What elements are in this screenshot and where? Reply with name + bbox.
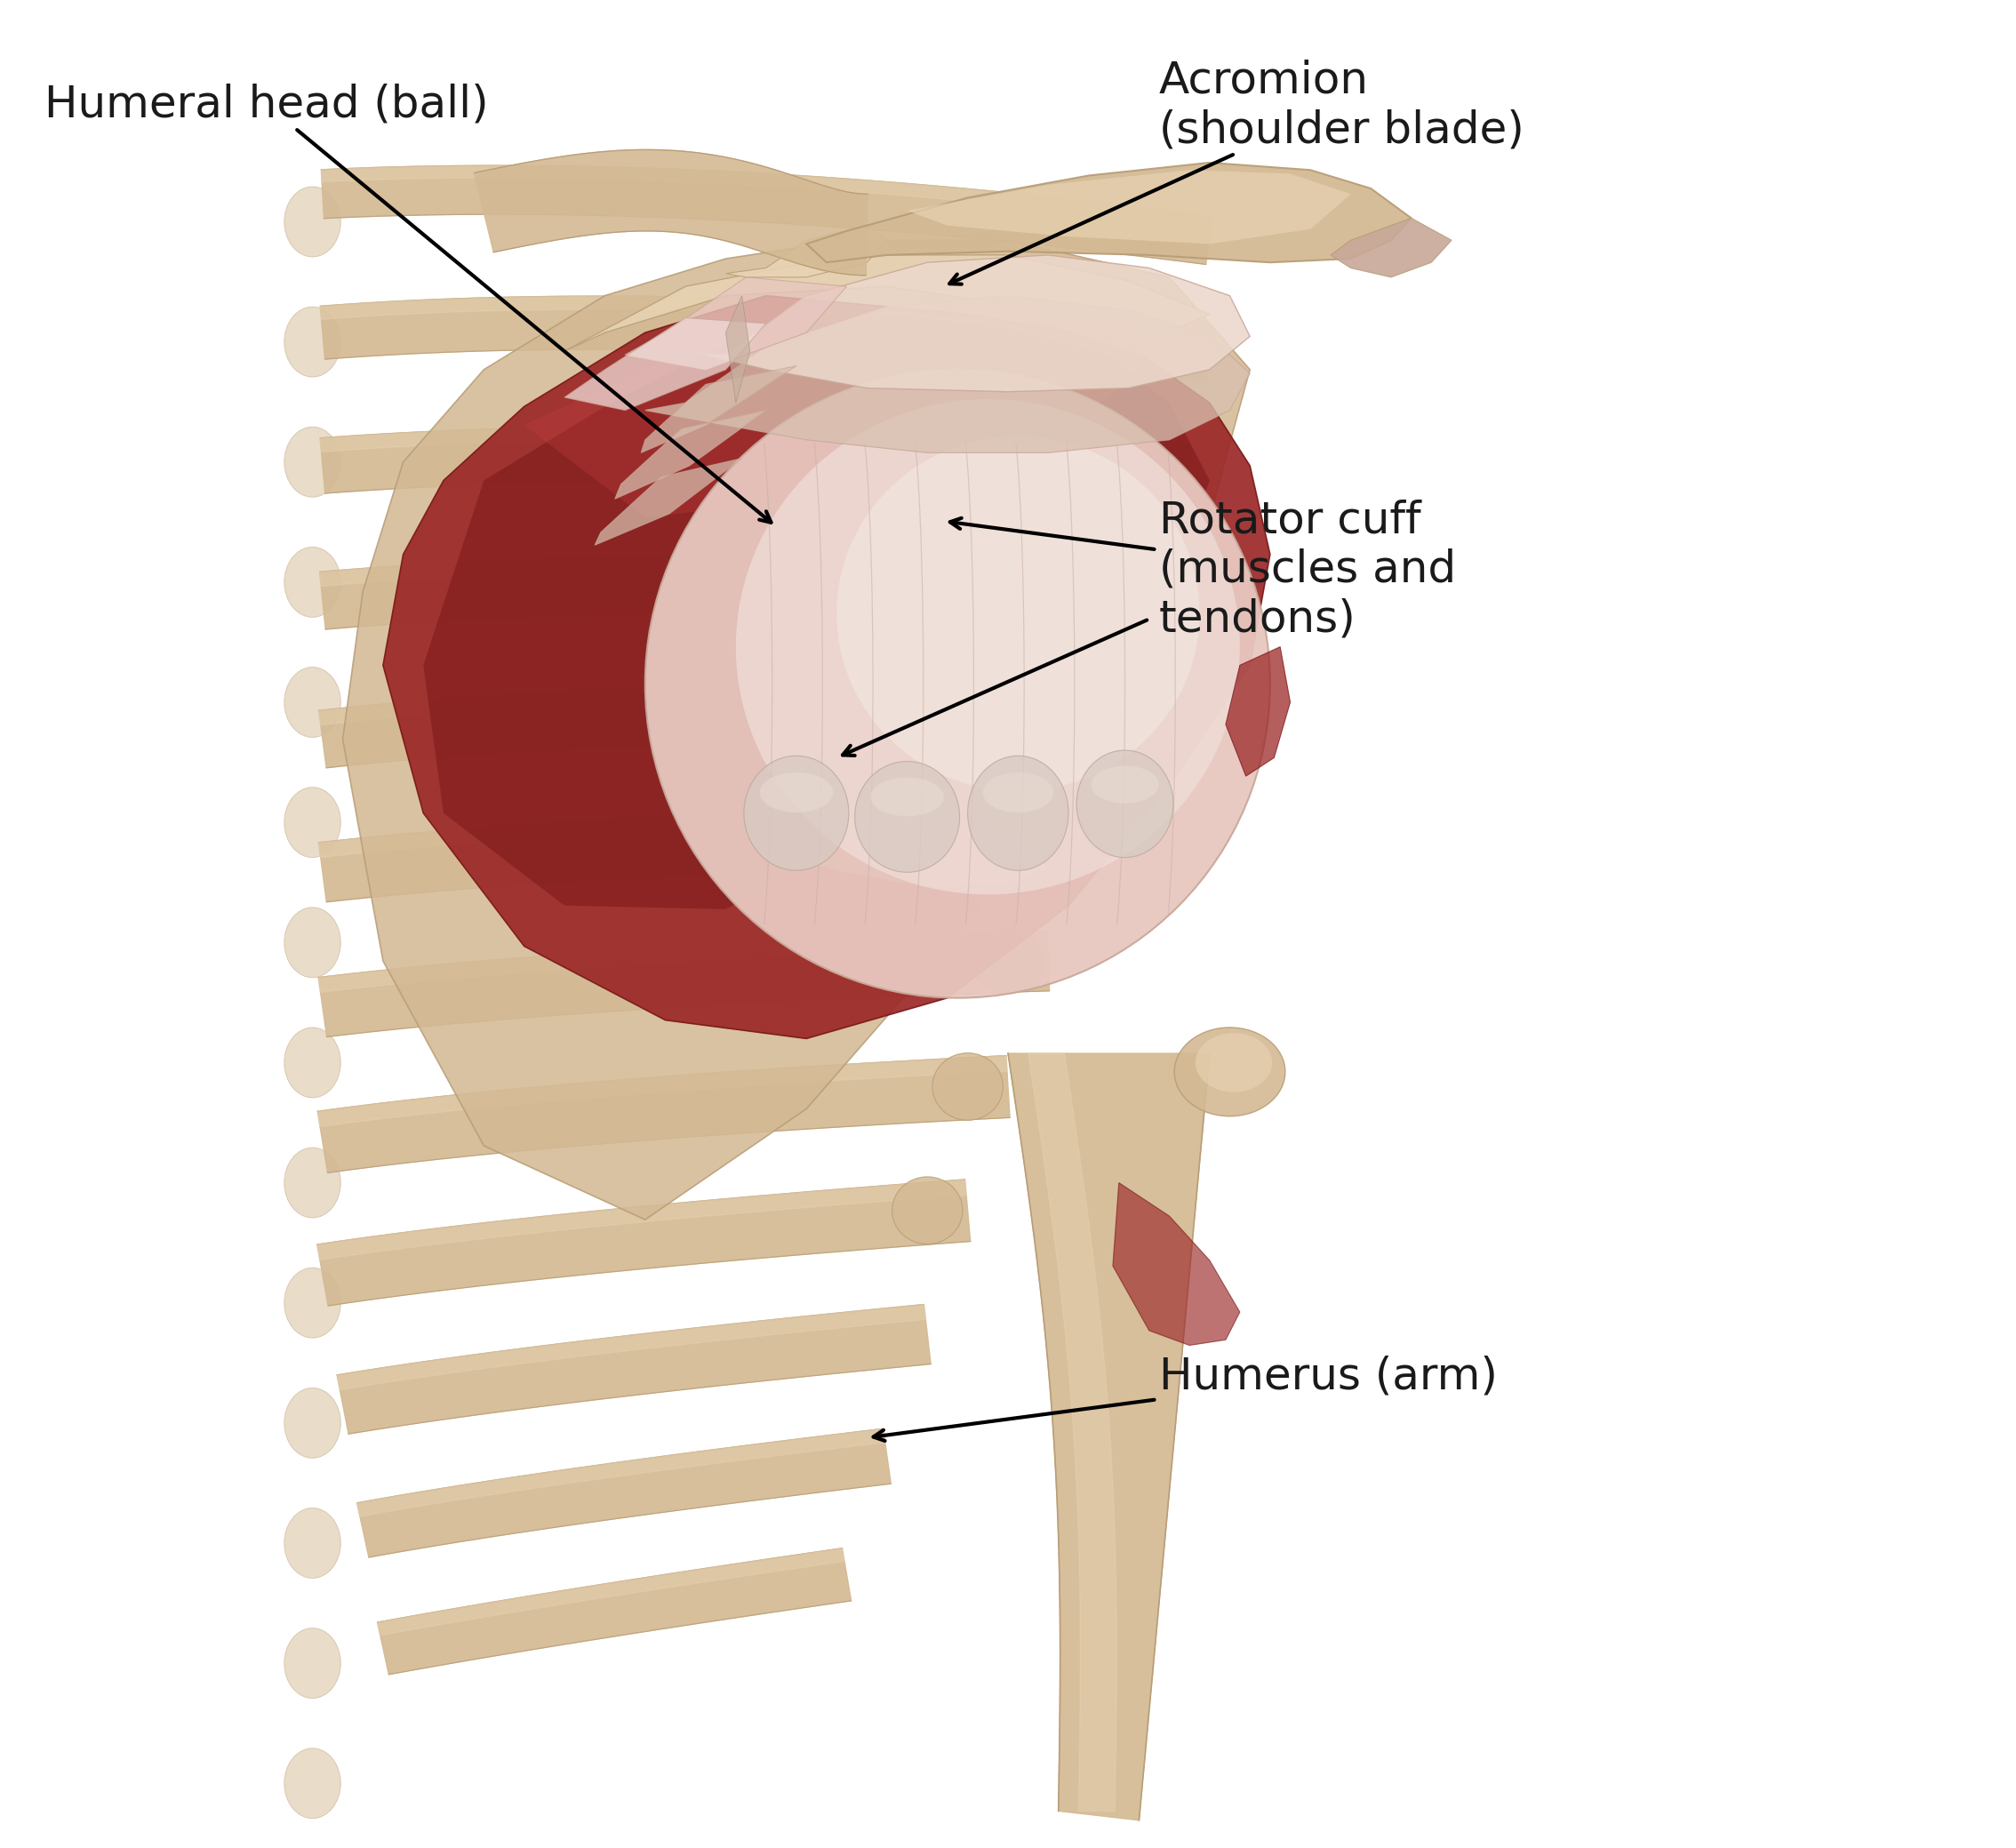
Ellipse shape: [284, 907, 341, 978]
Ellipse shape: [855, 761, 960, 872]
Polygon shape: [319, 806, 1068, 902]
Ellipse shape: [1073, 560, 1143, 623]
Polygon shape: [474, 150, 867, 275]
Polygon shape: [1008, 1053, 1210, 1820]
Text: Humeral head (ball): Humeral head (ball): [44, 83, 770, 523]
Ellipse shape: [1113, 442, 1185, 501]
Text: Acromion
(shoulder blade): Acromion (shoulder blade): [950, 59, 1524, 285]
Polygon shape: [321, 166, 1214, 227]
Polygon shape: [357, 1429, 891, 1558]
Ellipse shape: [992, 802, 1064, 869]
Ellipse shape: [284, 187, 341, 257]
Polygon shape: [319, 806, 1068, 857]
Polygon shape: [645, 296, 1250, 453]
Polygon shape: [706, 255, 1250, 392]
Polygon shape: [907, 170, 1351, 244]
Ellipse shape: [837, 436, 1200, 791]
Polygon shape: [383, 296, 1270, 1039]
Ellipse shape: [284, 1388, 341, 1458]
Ellipse shape: [284, 547, 341, 617]
Ellipse shape: [760, 772, 833, 813]
Polygon shape: [377, 1549, 845, 1635]
Ellipse shape: [284, 1268, 341, 1338]
Ellipse shape: [972, 928, 1044, 994]
Ellipse shape: [1091, 765, 1159, 804]
Ellipse shape: [284, 1628, 341, 1698]
Ellipse shape: [284, 667, 341, 737]
Ellipse shape: [1077, 750, 1173, 857]
Polygon shape: [564, 255, 1210, 351]
Ellipse shape: [284, 1508, 341, 1578]
Ellipse shape: [968, 756, 1068, 870]
Ellipse shape: [284, 1027, 341, 1098]
Text: Humerus (arm): Humerus (arm): [873, 1355, 1498, 1441]
Ellipse shape: [1032, 680, 1105, 743]
Polygon shape: [746, 813, 1048, 887]
Ellipse shape: [284, 1748, 341, 1818]
Ellipse shape: [645, 370, 1270, 998]
Ellipse shape: [284, 307, 341, 377]
Polygon shape: [595, 458, 742, 545]
Polygon shape: [641, 366, 796, 453]
Polygon shape: [357, 1429, 885, 1517]
Ellipse shape: [284, 787, 341, 857]
Polygon shape: [319, 682, 1109, 767]
Polygon shape: [317, 1179, 966, 1260]
Polygon shape: [337, 1305, 925, 1390]
Polygon shape: [319, 1055, 1008, 1127]
Polygon shape: [343, 240, 1250, 1220]
Ellipse shape: [891, 1177, 964, 1244]
Polygon shape: [1331, 218, 1452, 277]
Polygon shape: [377, 1549, 851, 1674]
Polygon shape: [806, 163, 1411, 262]
Polygon shape: [423, 314, 1210, 909]
Polygon shape: [337, 1305, 931, 1434]
Polygon shape: [1028, 1053, 1117, 1811]
Ellipse shape: [1195, 1033, 1272, 1092]
Polygon shape: [319, 1055, 1010, 1173]
Polygon shape: [317, 1179, 970, 1307]
Polygon shape: [726, 225, 887, 277]
Ellipse shape: [982, 772, 1052, 813]
Ellipse shape: [736, 399, 1240, 894]
Polygon shape: [321, 554, 1151, 630]
Polygon shape: [321, 427, 1191, 458]
Ellipse shape: [284, 1148, 341, 1218]
Polygon shape: [319, 682, 1109, 724]
Text: Rotator cuff
(muscles and
tendons): Rotator cuff (muscles and tendons): [950, 499, 1456, 641]
Polygon shape: [319, 931, 1050, 1037]
Ellipse shape: [744, 756, 849, 870]
Polygon shape: [321, 166, 1214, 264]
Polygon shape: [564, 318, 766, 410]
Polygon shape: [321, 296, 1212, 381]
Polygon shape: [726, 296, 750, 403]
Polygon shape: [1113, 1183, 1240, 1345]
Polygon shape: [625, 277, 847, 370]
Polygon shape: [524, 310, 1149, 517]
Polygon shape: [1226, 647, 1290, 776]
Polygon shape: [321, 296, 1212, 342]
Ellipse shape: [871, 778, 943, 817]
Ellipse shape: [284, 427, 341, 497]
Polygon shape: [615, 410, 766, 499]
Polygon shape: [319, 931, 1048, 992]
Polygon shape: [321, 554, 1151, 586]
Polygon shape: [321, 427, 1191, 499]
Ellipse shape: [931, 1053, 1002, 1120]
Ellipse shape: [1173, 1027, 1286, 1116]
